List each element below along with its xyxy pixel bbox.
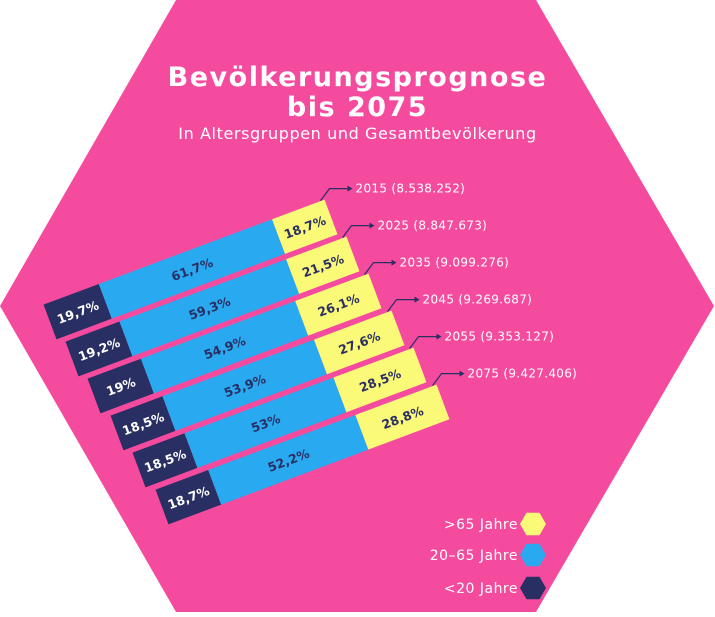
connector-line — [320, 188, 349, 201]
chart-title-line-2: bis 2075 — [286, 92, 429, 123]
chart-title: Bevölkerungsprognose — [167, 62, 548, 93]
bar-group: 19,7%61,7%18,7% — [43, 199, 338, 340]
category-label: 2075 (9.427.406) — [468, 367, 578, 381]
bar-group: 19%54,9%26,1% — [87, 273, 382, 414]
bar-segment-age-20-65 — [119, 259, 300, 357]
category-label: 2035 (9.099.276) — [400, 256, 510, 270]
legend-label: 20–65 Jahre — [430, 548, 518, 564]
bar-group: 18,5%53%28,5% — [132, 347, 427, 488]
bar-segment-under-20 — [110, 396, 176, 451]
legend-swatch-icon — [520, 576, 546, 600]
legend-label: <20 Jahre — [444, 581, 518, 597]
bar-segment-age-20-65 — [162, 339, 327, 431]
connector-line — [364, 262, 393, 275]
bar-segment-under-20 — [65, 321, 133, 377]
category-label: 2045 (9.269.687) — [423, 293, 533, 307]
bar-group: 18,5%53,9%27,6% — [110, 310, 405, 451]
connector-line — [342, 225, 371, 238]
legend-swatch-icon — [520, 543, 546, 567]
bar-group: 19,2%59,3%21,5% — [65, 236, 360, 377]
connector-line — [432, 373, 461, 386]
bar-segment-over-65 — [355, 384, 450, 450]
bar-segment-age-20-65 — [98, 219, 285, 319]
bar-segment-under-20 — [132, 433, 198, 488]
bar-segment-over-65 — [295, 273, 382, 336]
legend: >65 Jahre 20–65 Jahre <20 Jahre — [430, 512, 546, 600]
bar-segment-age-20-65 — [184, 377, 347, 468]
arrow-head-icon — [459, 370, 465, 377]
bar-segment-over-65 — [286, 236, 360, 294]
bar-segment-age-20-65 — [140, 301, 309, 394]
legend-label: >65 Jahre — [444, 517, 518, 533]
bar-segment-over-65 — [333, 347, 427, 413]
category-label: 2015 (8.538.252) — [356, 182, 466, 196]
bar-segment-age-20-65 — [208, 414, 369, 505]
bar-segment-under-20 — [43, 283, 112, 340]
bar-segment-over-65 — [272, 199, 338, 254]
legend-swatch-icon — [520, 512, 546, 536]
connector-line — [409, 336, 438, 349]
bars-layer: 19,7%61,7%18,7% 2015 (8.538.252) 19,2%59,3… — [43, 182, 578, 525]
connector-line — [387, 299, 416, 312]
arrow-head-icon — [391, 259, 397, 266]
arrow-head-icon — [347, 185, 353, 192]
arrow-head-icon — [369, 222, 375, 229]
arrow-head-icon — [414, 296, 420, 303]
category-label: 2025 (8.847.673) — [378, 219, 488, 233]
category-label: 2055 (9.353.127) — [445, 330, 555, 344]
bar-segment-under-20 — [155, 469, 222, 525]
bar-group: 18,7%52,2%28,8% — [155, 384, 450, 525]
arrow-head-icon — [436, 333, 442, 340]
bar-segment-over-65 — [313, 310, 405, 375]
bar-segment-under-20 — [87, 358, 154, 414]
chart-subtitle: In Altersgruppen und Gesamtbevölkerung — [178, 124, 537, 143]
